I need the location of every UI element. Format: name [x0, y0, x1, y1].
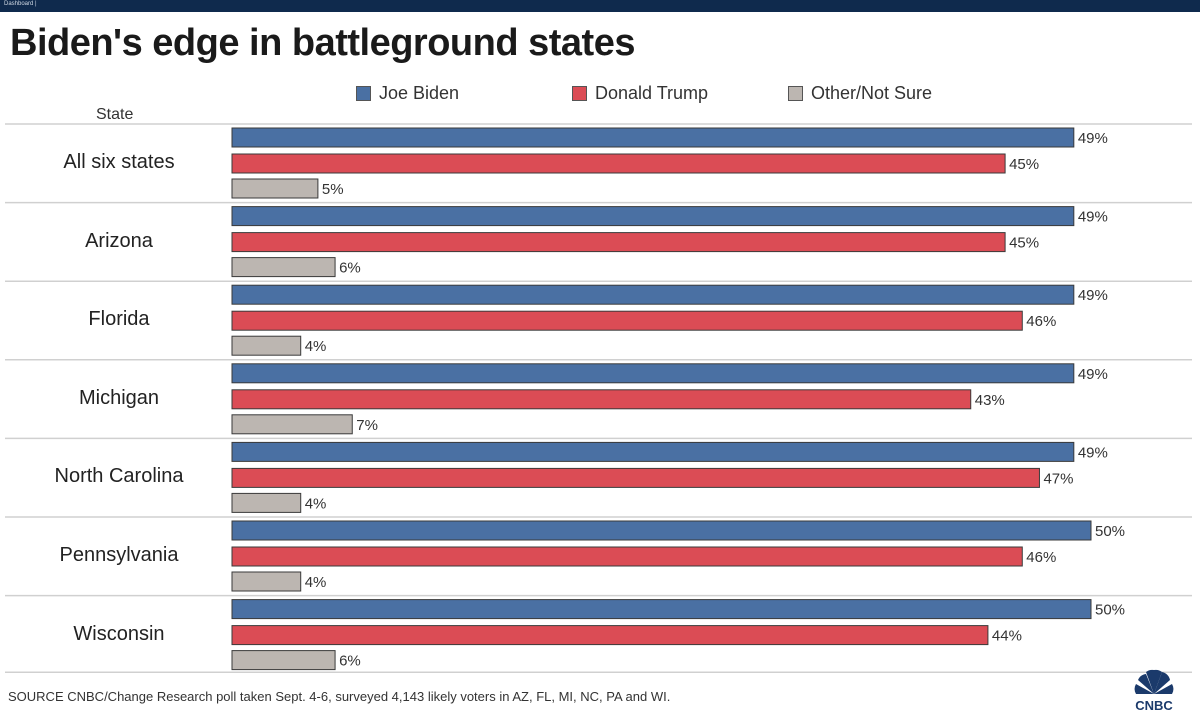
bar-value-label: 46% [1026, 549, 1056, 566]
bar-value-label: 6% [339, 653, 361, 670]
bar-other-not-sure [231, 178, 319, 199]
legend-item-other: Other/Not Sure [788, 83, 932, 103]
state-label: Arizona [85, 229, 153, 252]
bar-value-label: 50% [1095, 602, 1125, 619]
bar-value-label: 49% [1078, 130, 1108, 147]
bar-joe-biden [231, 441, 1075, 462]
chart-title: Biden's edge in battleground states [10, 22, 635, 64]
bar-other-not-sure [231, 414, 353, 435]
bar-joe-biden [231, 284, 1075, 305]
bar-joe-biden [231, 363, 1075, 384]
bar-value-label: 49% [1078, 444, 1108, 461]
bar-joe-biden [231, 520, 1092, 541]
bar-value-label: 49% [1078, 287, 1108, 304]
bar-value-label: 6% [339, 260, 361, 277]
bar-other-not-sure [231, 335, 302, 356]
state-label: Wisconsin [73, 622, 165, 645]
state-label: Pennsylvania [59, 544, 179, 566]
bar-value-label: 4% [305, 338, 327, 355]
legend-item-biden: Joe Biden [356, 83, 459, 103]
bar-value-label: 47% [1043, 470, 1073, 487]
bar-value-label: 45% [1009, 156, 1039, 173]
bar-value-label: 49% [1078, 209, 1108, 226]
legend-item-trump: Donald Trump [572, 83, 708, 103]
state-label: All six states [63, 151, 175, 173]
top-banner: Dashboard | [0, 0, 1200, 12]
cnbc-logo: CNBC [1134, 669, 1174, 713]
bar-value-label: 4% [305, 495, 327, 512]
bar-joe-biden [231, 599, 1092, 620]
bar-other-not-sure [231, 650, 336, 671]
bar-donald-trump [231, 625, 989, 646]
bar-donald-trump [231, 546, 1023, 567]
peacock-icon [1134, 669, 1174, 694]
bar-donald-trump [231, 232, 1006, 253]
bar-donald-trump [231, 310, 1023, 331]
bar-value-label: 50% [1095, 523, 1125, 540]
bar-value-label: 5% [322, 181, 344, 198]
bar-value-label: 43% [975, 392, 1005, 409]
legend-swatch-biden [356, 85, 371, 101]
bar-value-label: 44% [992, 628, 1022, 645]
bar-other-not-sure [231, 571, 302, 592]
legend-swatch-other [788, 85, 803, 101]
bar-joe-biden [231, 206, 1075, 227]
bar-value-label: 45% [1009, 235, 1039, 252]
bar-other-not-sure [231, 492, 302, 513]
legend-label-trump: Donald Trump [595, 82, 709, 103]
bar-value-label: 46% [1026, 313, 1056, 330]
bar-value-label: 49% [1078, 366, 1108, 383]
bar-donald-trump [231, 389, 972, 410]
state-label: Florida [88, 308, 150, 331]
banner-label: Dashboard | [4, 1, 37, 7]
state-label: North Carolina [54, 465, 184, 488]
bar-donald-trump [231, 467, 1040, 488]
bar-value-label: 7% [356, 417, 378, 434]
bar-donald-trump [231, 153, 1006, 174]
logo-text: CNBC [1135, 698, 1173, 713]
legend-swatch-trump [572, 85, 587, 101]
bar-value-label: 4% [305, 574, 327, 591]
legend-label-other: Other/Not Sure [811, 82, 933, 103]
state-label: Michigan [78, 386, 160, 409]
legend-label-biden: Joe Biden [379, 82, 460, 103]
state-axis-header: State [96, 106, 134, 123]
bar-joe-biden [231, 127, 1075, 148]
source-note: SOURCE CNBC/Change Research poll taken S… [8, 689, 671, 704]
bar-other-not-sure [231, 257, 336, 278]
